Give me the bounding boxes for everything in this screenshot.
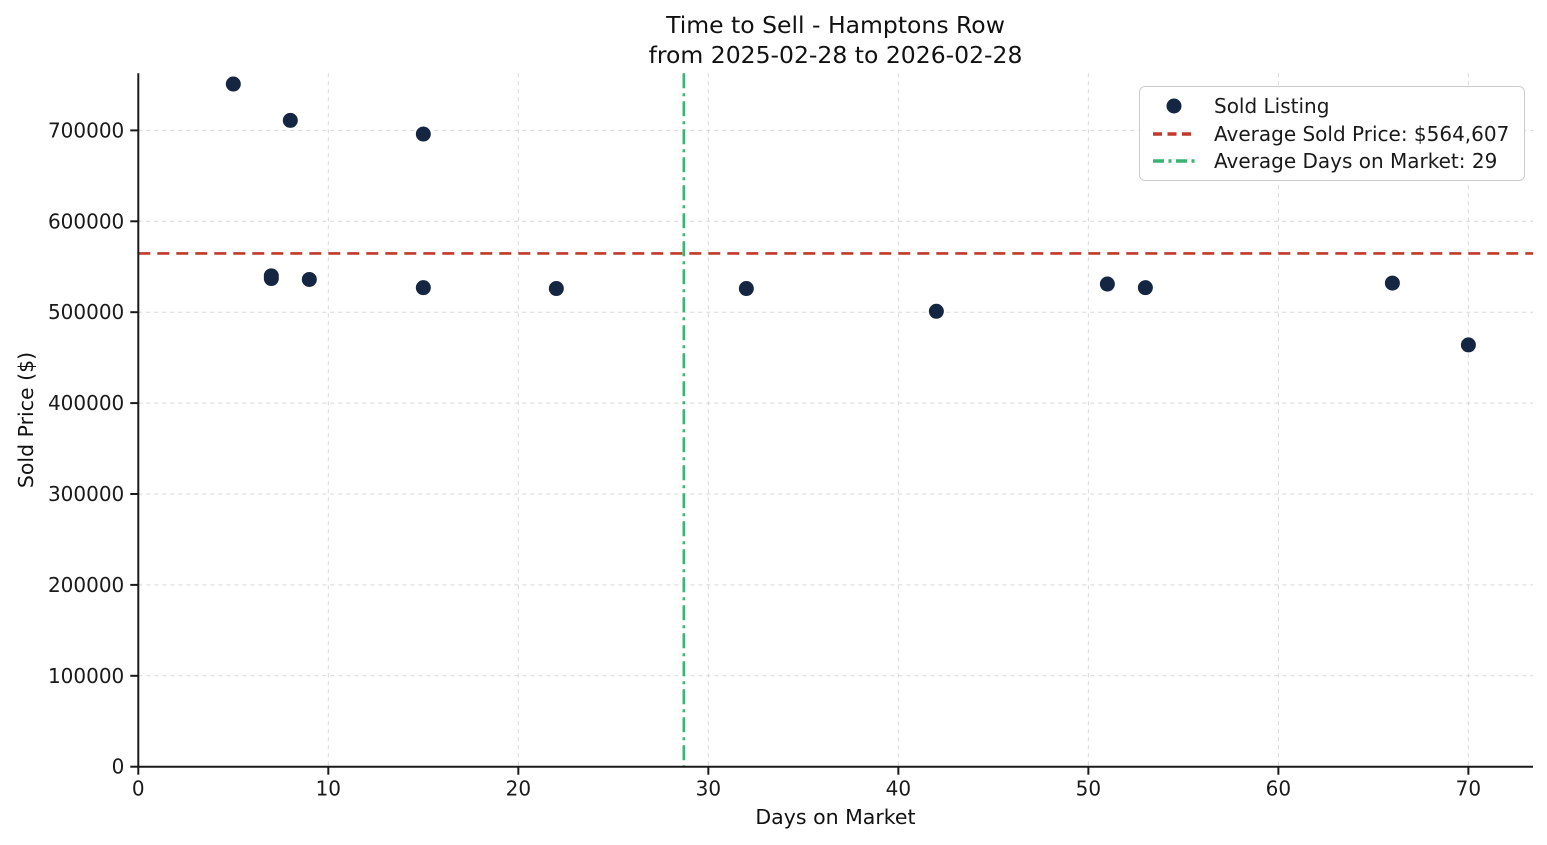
svg-text:50: 50	[1076, 777, 1101, 801]
y-axis-label: Sold Price ($)	[14, 351, 38, 489]
svg-text:0: 0	[112, 755, 125, 779]
chart-title-block: Time to Sell - Hamptons Row from 2025-02…	[138, 10, 1533, 70]
legend-item-avg-price: Average Sold Price: $564,607	[1148, 122, 1514, 146]
avg-price-line-icon	[1148, 126, 1200, 142]
svg-text:20: 20	[506, 777, 531, 801]
legend-label: Sold Listing	[1214, 94, 1330, 119]
legend: Sold Listing Average Sold Price: $564,60…	[1139, 86, 1525, 181]
sold-listing-marker-icon	[1148, 98, 1200, 114]
svg-text:300000: 300000	[48, 482, 124, 506]
svg-text:10: 10	[316, 777, 341, 801]
legend-label: Average Sold Price: $564,607	[1214, 121, 1510, 146]
svg-text:70: 70	[1456, 777, 1481, 801]
svg-text:200000: 200000	[48, 573, 124, 597]
svg-text:400000: 400000	[48, 391, 124, 415]
svg-text:700000: 700000	[48, 118, 124, 142]
chart-title: Time to Sell - Hamptons Row	[666, 11, 1005, 39]
legend-item-avg-days: Average Days on Market: 29	[1148, 149, 1514, 173]
legend-item-sold-listing: Sold Listing	[1148, 94, 1514, 118]
x-axis-label: Days on Market	[755, 805, 916, 829]
svg-text:30: 30	[696, 777, 721, 801]
svg-text:60: 60	[1266, 777, 1291, 801]
svg-text:100000: 100000	[48, 664, 124, 688]
svg-text:40: 40	[886, 777, 911, 801]
svg-text:600000: 600000	[48, 209, 124, 233]
avg-days-line-icon	[1148, 153, 1200, 169]
legend-label: Average Days on Market: 29	[1214, 148, 1498, 173]
svg-text:0: 0	[132, 777, 145, 801]
svg-text:500000: 500000	[48, 300, 124, 324]
chart-subtitle: from 2025-02-28 to 2026-02-28	[648, 41, 1023, 69]
